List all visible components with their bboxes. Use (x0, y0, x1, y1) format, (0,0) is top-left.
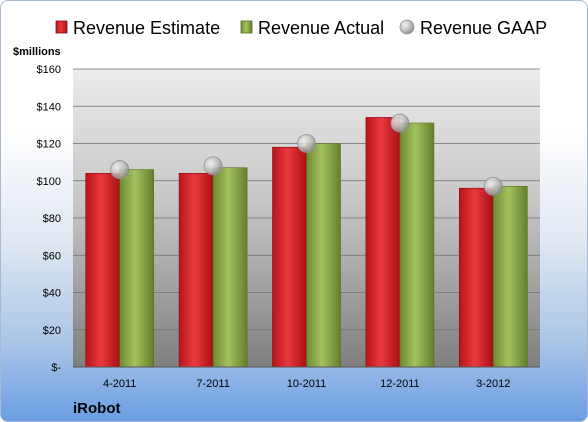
bar-revenue-estimate (365, 117, 401, 368)
bars (85, 117, 528, 368)
legend-item-estimate: Revenue Estimate (55, 18, 220, 38)
gaap-markers (110, 113, 503, 196)
company-label: iRobot (73, 400, 120, 417)
y-tick-label: $160 (37, 64, 61, 76)
legend-swatch-actual (240, 20, 253, 34)
bar-revenue-estimate (458, 187, 494, 368)
x-tick-label: 4-2011 (103, 378, 136, 390)
bar-revenue-actual (119, 169, 154, 368)
y-tick-label: $80 (43, 213, 61, 225)
y-tick-label: $140 (37, 101, 61, 113)
bar-revenue-estimate (272, 146, 307, 368)
y-tick-label: $40 (43, 288, 61, 300)
x-tick-label: 7-2011 (196, 378, 229, 390)
legend-item-gaap: Revenue GAAP (399, 18, 547, 38)
marker-revenue-gaap (203, 156, 223, 176)
marker-revenue-gaap (297, 134, 316, 153)
y-tick-label: $100 (37, 176, 61, 188)
bar-revenue-actual (212, 167, 248, 368)
y-axis-unit-label: $millions (13, 46, 61, 58)
bar-revenue-actual (306, 143, 341, 368)
bar-revenue-estimate (85, 173, 120, 368)
legend-label-gaap: Revenue GAAP (420, 18, 547, 38)
y-tick-label: $20 (43, 325, 61, 337)
y-tick-label: $120 (37, 139, 61, 151)
legend-swatch-estimate (55, 20, 68, 34)
legend: Revenue Estimate Revenue Actual Revenue … (55, 18, 547, 38)
x-tick-label: 12-2011 (380, 378, 420, 390)
legend-item-actual: Revenue Actual (240, 18, 384, 38)
marker-revenue-gaap (390, 113, 410, 133)
marker-revenue-gaap (483, 176, 503, 196)
x-tick-label: 10-2011 (287, 378, 327, 390)
x-axis-labels: 4-2011 7-2011 10-2011 12-2011 3-2012 (103, 378, 510, 390)
marker-revenue-gaap (110, 160, 130, 179)
legend-label-estimate: Revenue Estimate (73, 18, 220, 38)
bar-revenue-estimate (178, 173, 214, 368)
bar-revenue-actual (399, 122, 435, 368)
y-tick-label: $- (51, 362, 61, 374)
bar-revenue-actual (492, 186, 528, 368)
legend-label-actual: Revenue Actual (258, 18, 384, 38)
y-axis-ticks: $- $20 $40 $60 $80 $100 $120 $140 $160 (37, 64, 62, 374)
y-tick-label: $60 (43, 250, 61, 262)
x-tick-label: 3-2012 (476, 378, 510, 390)
legend-marker-gaap (399, 19, 415, 35)
